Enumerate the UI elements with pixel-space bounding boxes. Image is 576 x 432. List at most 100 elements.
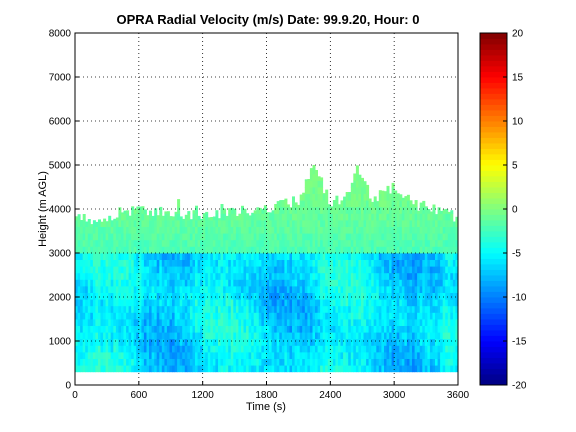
heatmap-cell — [241, 299, 244, 307]
heatmap-cell — [215, 210, 219, 214]
heatmap-cell — [358, 253, 362, 260]
colorbar-cell — [480, 253, 507, 259]
heatmap-cell — [77, 246, 81, 254]
heatmap-cell — [98, 246, 101, 254]
heatmap-cell — [292, 358, 295, 366]
heatmap-cell — [95, 286, 99, 293]
heatmap-cell — [276, 233, 280, 241]
heatmap-cell — [286, 325, 290, 333]
heatmap-cell — [121, 239, 124, 247]
heatmap-cell — [269, 332, 273, 340]
heatmap-cell — [92, 319, 96, 326]
heatmap-cell — [368, 259, 372, 267]
heatmap-cell — [309, 213, 313, 221]
heatmap-cell — [455, 325, 459, 333]
heatmap-cell — [256, 352, 260, 359]
heatmap-cell — [115, 325, 119, 333]
heatmap-cell — [77, 266, 81, 274]
heatmap-cell — [348, 200, 352, 208]
heatmap-cell — [435, 253, 438, 260]
heatmap-cell — [299, 358, 303, 366]
heatmap-cell — [371, 358, 375, 366]
heatmap-cell — [406, 352, 410, 359]
heatmap-cell — [409, 239, 413, 247]
heatmap-cell — [146, 246, 150, 254]
heatmap-cell — [317, 345, 321, 353]
heatmap-cell — [281, 332, 285, 340]
heatmap-cell — [281, 233, 285, 241]
heatmap-cell — [156, 220, 160, 227]
heatmap-cell — [87, 299, 91, 307]
heatmap-cell — [184, 253, 188, 260]
heatmap-cell — [447, 299, 451, 307]
heatmap-cell — [113, 352, 117, 359]
heatmap-cell — [401, 279, 405, 287]
heatmap-cell — [197, 220, 201, 227]
heatmap-cell — [279, 272, 283, 280]
heatmap-cell — [442, 338, 446, 346]
heatmap-cell — [417, 226, 421, 234]
heatmap-cell — [210, 299, 214, 307]
heatmap-cell — [297, 259, 301, 267]
heatmap-cell — [75, 338, 78, 346]
heatmap-cell — [80, 358, 84, 366]
heatmap-cell — [184, 312, 188, 320]
heatmap-cell — [149, 272, 152, 280]
heatmap-cell — [218, 259, 221, 267]
heatmap-cell — [241, 279, 244, 287]
heatmap-cell — [274, 239, 278, 247]
heatmap-cell — [340, 305, 344, 313]
heatmap-cell — [161, 299, 165, 307]
heatmap-cell — [361, 180, 364, 188]
heatmap-cell — [371, 206, 375, 214]
heatmap-cell — [384, 206, 387, 214]
heatmap-cell — [389, 193, 393, 194]
heatmap-cell — [284, 358, 288, 366]
heatmap-cell — [340, 325, 344, 333]
heatmap-cell — [154, 352, 158, 359]
heatmap-cell — [179, 358, 183, 366]
heatmap-cell — [205, 319, 209, 326]
heatmap-cell — [75, 272, 78, 280]
heatmap-cell — [391, 213, 395, 221]
heatmap-cell — [241, 352, 244, 359]
heatmap-cell — [406, 299, 410, 307]
heatmap-cell — [233, 213, 237, 221]
heatmap-cell — [327, 266, 331, 274]
heatmap-cell — [378, 332, 382, 340]
heatmap-cell — [131, 272, 135, 280]
heatmap-cell — [281, 279, 285, 287]
heatmap-cell — [396, 286, 400, 293]
heatmap-cell — [292, 319, 295, 326]
heatmap-cell — [389, 319, 393, 326]
heatmap-cell — [266, 220, 270, 227]
heatmap-cell — [348, 233, 352, 241]
heatmap-cell — [223, 325, 227, 333]
heatmap-cell — [105, 325, 109, 333]
heatmap-cell — [317, 187, 321, 194]
heatmap-cell — [317, 299, 321, 307]
heatmap-cell — [396, 358, 400, 366]
heatmap-cell — [225, 279, 229, 287]
heatmap-cell — [233, 332, 237, 340]
heatmap-cell — [406, 226, 410, 234]
heatmap-cell — [225, 299, 229, 307]
heatmap-cell — [353, 253, 357, 260]
heatmap-cell — [389, 259, 393, 267]
heatmap-cell — [274, 312, 278, 320]
heatmap-cell — [404, 319, 408, 326]
heatmap-cell — [248, 239, 252, 247]
heatmap-cell — [294, 259, 298, 267]
heatmap-cell — [131, 213, 135, 221]
heatmap-cell — [440, 279, 444, 287]
heatmap-cell — [309, 239, 313, 247]
heatmap-cell — [156, 292, 160, 300]
heatmap-cell — [166, 246, 170, 254]
heatmap-cell — [197, 292, 201, 300]
heatmap-cell — [223, 213, 227, 221]
heatmap-cell — [442, 209, 446, 214]
heatmap-cell — [284, 325, 288, 333]
heatmap-cell — [284, 233, 288, 241]
heatmap-cell — [325, 352, 329, 359]
heatmap-cell — [384, 319, 387, 326]
